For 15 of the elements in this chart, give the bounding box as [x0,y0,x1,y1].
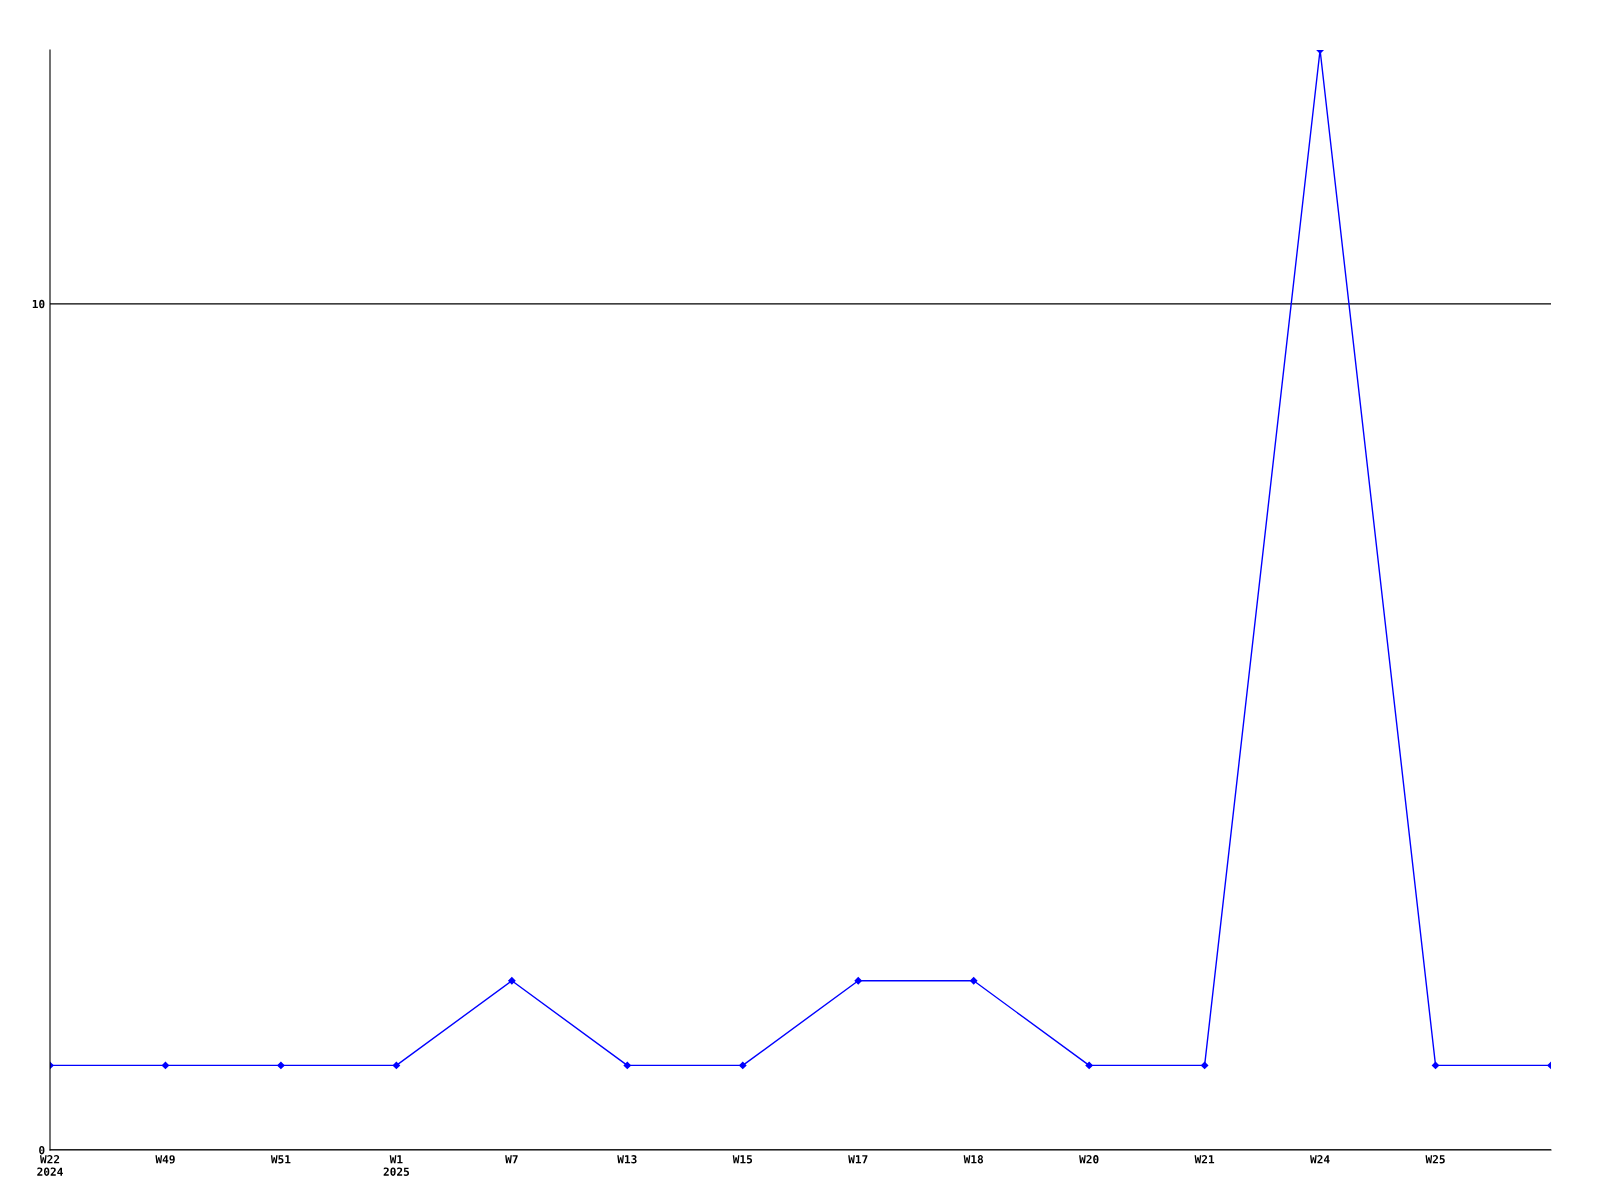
x-tick-label: W25 [1425,1155,1445,1164]
x-tick-label: W51 [270,1155,291,1164]
y-tick-label: 0 [39,1145,45,1155]
x-tick-label: W22 2024 [37,1155,63,1176]
x-tick-label: W1 2025 [383,1155,410,1176]
x-tick-label: W21 [1194,1155,1215,1164]
x-tick-label: W49 [155,1155,175,1164]
x-tick-label: W7 [505,1155,518,1164]
x-tick-label: W15 [732,1155,753,1164]
y-tick-label: 10 [32,299,45,309]
x-tick-label: W13 [617,1155,637,1164]
x-tick-label: W17 [848,1155,868,1164]
x-tick-label: W24 [1310,1155,1330,1164]
x-tick-label: W20 [1079,1155,1099,1164]
x-tick-label: W18 [963,1155,984,1164]
